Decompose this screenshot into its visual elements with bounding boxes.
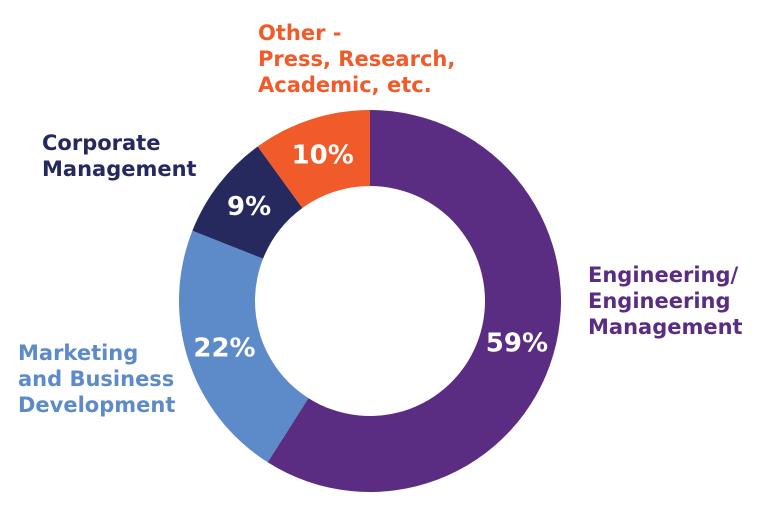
label-engineering-line-2: Engineering	[588, 289, 731, 313]
slice-corporate	[192, 146, 303, 259]
label-marketing-line-1: Marketing	[18, 341, 139, 365]
label-marketing-line-2: and Business	[18, 367, 175, 391]
label-marketing: Marketing and Business Development	[18, 340, 175, 418]
label-marketing-line-3: Development	[18, 393, 176, 417]
label-engineering: Engineering/ Engineering Management	[588, 262, 743, 340]
label-other-line-1: Other -	[258, 21, 342, 45]
slice-engineering	[267, 110, 561, 493]
slice-marketing	[179, 230, 309, 463]
label-corporate: Corporate Management	[42, 130, 197, 182]
value-label-marketing: 22%	[193, 333, 255, 363]
value-label-engineering: 59%	[486, 329, 548, 359]
label-other-line-2: Press, Research,	[258, 47, 456, 71]
label-corporate-line-1: Corporate	[42, 131, 161, 155]
value-label-corporate: 9%	[227, 192, 271, 222]
value-label-other: 10%	[292, 140, 354, 170]
label-corporate-line-2: Management	[42, 157, 197, 181]
label-engineering-line-1: Engineering/	[588, 263, 739, 287]
label-other: Other - Press, Research, Academic, etc.	[258, 20, 455, 98]
label-engineering-line-3: Management	[588, 315, 743, 339]
label-other-line-3: Academic, etc.	[258, 73, 432, 97]
slice-other	[257, 110, 370, 208]
